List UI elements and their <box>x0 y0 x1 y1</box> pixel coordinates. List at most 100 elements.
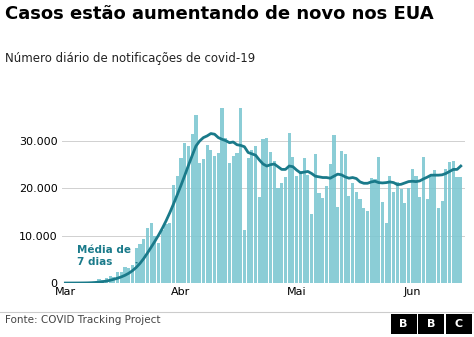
Bar <box>131 265 134 283</box>
Bar <box>456 177 459 283</box>
Bar <box>325 185 328 283</box>
Bar <box>273 161 276 283</box>
Bar <box>142 239 145 283</box>
Bar <box>340 151 343 283</box>
Bar <box>187 146 190 283</box>
Bar <box>138 244 142 283</box>
Bar <box>295 176 298 283</box>
Bar <box>392 192 395 283</box>
Bar <box>284 177 287 283</box>
Bar <box>318 193 320 283</box>
Bar <box>381 202 384 283</box>
Bar <box>191 134 194 283</box>
Bar <box>109 276 112 283</box>
Bar <box>243 230 246 283</box>
Bar <box>116 272 119 283</box>
Bar <box>150 223 153 283</box>
Text: B: B <box>427 319 435 329</box>
Bar <box>452 161 455 283</box>
Bar <box>220 92 224 283</box>
Bar <box>224 138 228 283</box>
Bar <box>377 157 380 283</box>
Bar <box>302 158 306 283</box>
Bar <box>310 214 313 283</box>
Bar <box>332 135 336 283</box>
Bar <box>314 154 317 283</box>
Bar <box>172 185 175 283</box>
Bar <box>236 153 238 283</box>
Bar <box>414 176 418 283</box>
Bar <box>105 278 108 283</box>
Bar <box>232 156 235 283</box>
Bar <box>213 156 216 283</box>
Bar <box>180 158 182 283</box>
Bar <box>153 236 156 283</box>
Bar <box>388 176 392 283</box>
Bar <box>347 196 350 283</box>
Bar <box>448 162 451 283</box>
Bar <box>97 279 100 283</box>
Text: Número diário de notificações de covid-19: Número diário de notificações de covid-1… <box>5 52 255 65</box>
Bar <box>459 177 462 283</box>
Bar <box>176 176 179 283</box>
Bar <box>407 188 410 283</box>
Bar <box>209 150 212 283</box>
Bar <box>146 227 149 283</box>
Bar <box>246 158 250 283</box>
Bar <box>123 267 127 283</box>
Bar <box>288 133 291 283</box>
Text: Média de
7 dias: Média de 7 dias <box>76 245 137 267</box>
Text: B: B <box>400 319 408 329</box>
Bar <box>157 243 160 283</box>
Bar <box>292 157 294 283</box>
Bar <box>93 282 97 283</box>
Bar <box>328 164 332 283</box>
Bar <box>403 203 406 283</box>
Bar <box>198 163 201 283</box>
Bar <box>396 182 399 283</box>
Text: Fonte: COVID Tracking Project: Fonte: COVID Tracking Project <box>5 315 160 325</box>
Bar <box>168 223 172 283</box>
Bar <box>194 115 198 283</box>
Bar <box>250 150 254 283</box>
Bar <box>183 143 186 283</box>
Bar <box>370 178 373 283</box>
Bar <box>355 192 358 283</box>
Bar <box>410 169 414 283</box>
Bar <box>299 172 302 283</box>
Bar <box>164 224 168 283</box>
Bar <box>228 163 231 283</box>
Bar <box>86 282 89 283</box>
Bar <box>262 139 264 283</box>
Bar <box>206 145 209 283</box>
Bar <box>384 222 388 283</box>
Bar <box>344 154 346 283</box>
Bar <box>418 197 421 283</box>
Bar <box>135 248 138 283</box>
Bar <box>366 211 369 283</box>
Bar <box>254 146 257 283</box>
Bar <box>440 201 444 283</box>
Bar <box>306 175 310 283</box>
Bar <box>90 282 93 283</box>
Bar <box>127 269 130 283</box>
Bar <box>321 198 324 283</box>
Bar <box>433 170 436 283</box>
Bar <box>202 159 205 283</box>
Text: C: C <box>455 319 463 329</box>
Bar <box>258 197 261 283</box>
Bar <box>239 90 242 283</box>
Bar <box>374 179 376 283</box>
Text: Casos estão aumentando de novo nos EUA: Casos estão aumentando de novo nos EUA <box>5 5 433 23</box>
Bar <box>351 183 354 283</box>
Bar <box>358 198 362 283</box>
Bar <box>437 208 440 283</box>
Bar <box>400 188 403 283</box>
Bar <box>422 157 425 283</box>
Bar <box>276 188 280 283</box>
Bar <box>444 169 447 283</box>
Bar <box>120 272 123 283</box>
Bar <box>362 208 365 283</box>
Bar <box>336 207 339 283</box>
Bar <box>265 138 268 283</box>
